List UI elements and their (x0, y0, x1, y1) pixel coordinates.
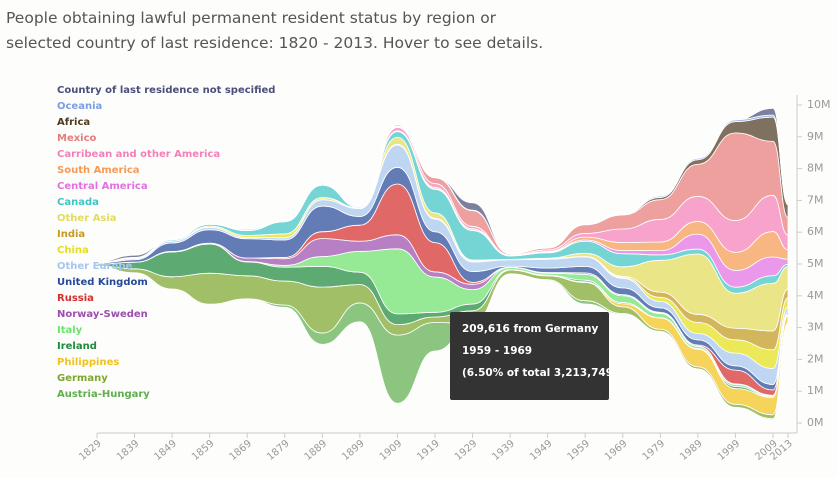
legend-entry: Mexico (57, 133, 97, 144)
legend-entry: Other Europe (57, 261, 133, 272)
x-tick-label: 1959 (565, 438, 592, 463)
legend-entry: India (57, 229, 85, 240)
x-tick-label: 1839 (115, 438, 142, 463)
legend-entry: Italy (57, 325, 83, 336)
y-tick-label: 2M (807, 352, 824, 365)
y-tick-label: 5M (807, 257, 824, 270)
legend-entry: Carribean and other America (57, 149, 220, 160)
x-tick-label: 1999 (716, 438, 743, 463)
legend-entry: Other Asia (57, 213, 116, 224)
y-tick-label: 0M (807, 416, 824, 429)
legend-entry: Ireland (57, 341, 97, 352)
tooltip-text: 1959 - 1969 (462, 345, 532, 357)
y-tick-label: 8M (807, 162, 824, 175)
y-tick-label: 9M (807, 130, 824, 143)
x-tick-label: 1829 (77, 438, 104, 463)
legend-entry: South America (57, 165, 140, 176)
y-tick-label: 1M (807, 384, 824, 397)
chart-title: People obtaining lawful permanent reside… (6, 9, 544, 52)
legend-entry: China (57, 245, 89, 256)
y-tick-label: 3M (807, 321, 824, 334)
x-tick-label: 1909 (378, 438, 405, 463)
x-tick-label: 1879 (265, 438, 292, 463)
x-tick-label: 1919 (415, 438, 442, 463)
x-tick-label: 1849 (152, 438, 179, 463)
x-tick-label: 1969 (603, 438, 630, 463)
y-tick-label: 4M (807, 289, 824, 302)
legend-entry: Philippines (57, 357, 119, 368)
legend-entry: Africa (57, 117, 90, 128)
y-tick-label: 7M (807, 193, 824, 206)
x-tick-label: 1899 (340, 438, 367, 463)
stream-layer (96, 107, 789, 264)
legend-entry: Russia (57, 293, 94, 304)
y-tick-label: 6M (807, 225, 824, 238)
x-tick-label: 1989 (678, 438, 705, 463)
x-tick-label: 1929 (453, 438, 480, 463)
y-tick-label: 10M (807, 98, 831, 111)
x-tick-label: 1869 (228, 438, 255, 463)
x-tick-label: 1949 (528, 438, 555, 463)
legend-entry: United Kingdom (57, 277, 148, 288)
tooltip (450, 312, 609, 400)
legend-entry: Central America (57, 181, 148, 192)
legend-entry: Germany (57, 373, 108, 384)
x-tick-label: 1979 (641, 438, 668, 463)
legend-entry: Country of last residence not specified (57, 85, 275, 96)
legend-entry: Norway-Sweden (57, 309, 148, 320)
x-tick-label: 1939 (490, 438, 517, 463)
tooltip-text: 209,616 from Germany (462, 323, 598, 335)
legend-entry: Oceania (57, 101, 102, 112)
legend-entry: Canada (57, 197, 99, 208)
legend-entry: Austria-Hungary (57, 389, 150, 400)
tooltip-text: (6.50% of total 3,213,749) (462, 367, 618, 379)
x-tick-label: 1859 (190, 438, 217, 463)
x-tick-label: 1889 (303, 438, 330, 463)
